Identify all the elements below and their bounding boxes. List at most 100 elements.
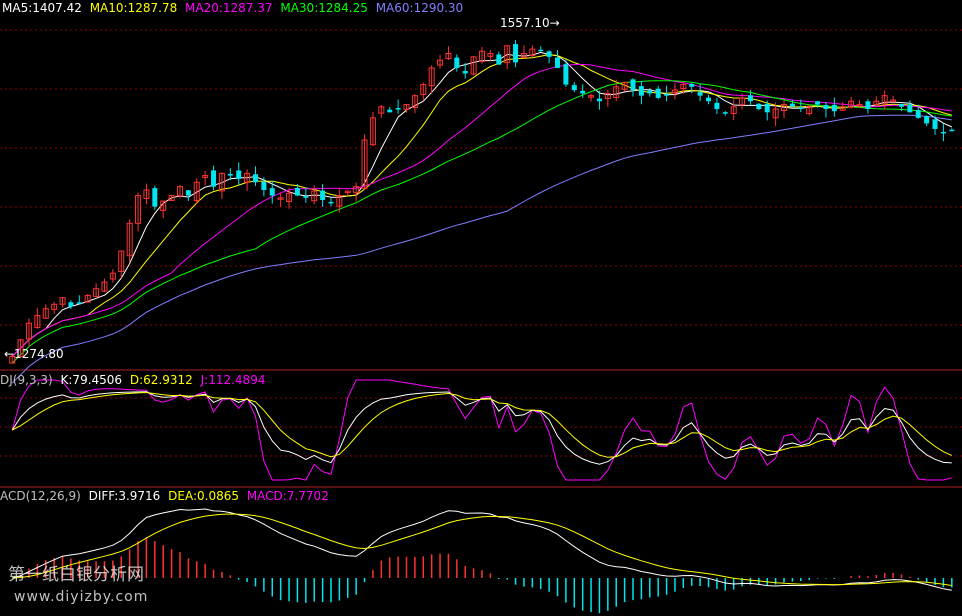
low-price-annotation: ←1274.80 xyxy=(4,347,64,361)
kdj-d-line xyxy=(11,391,953,458)
candle-body-down xyxy=(546,51,552,57)
candle-body-up xyxy=(101,281,108,292)
candle-body-up xyxy=(403,104,410,110)
ma20-label: MA20:1287.37 xyxy=(185,1,273,15)
candle-body-up xyxy=(9,355,16,364)
candle-body-down xyxy=(756,103,762,109)
kdj-k-label: K:79.4506 xyxy=(61,373,123,387)
candle-body-down xyxy=(898,103,904,107)
candle-body-up xyxy=(470,56,477,75)
candle-body-down xyxy=(185,190,191,196)
candle-body-up xyxy=(428,67,435,87)
candle-body-up xyxy=(437,59,444,66)
candle-body-up xyxy=(890,99,897,103)
macd-dea-label: DEA:0.0865 xyxy=(168,489,239,503)
candle-body-up xyxy=(671,89,678,94)
candle-body-up xyxy=(520,53,527,58)
ma10-label: MA10:1287.78 xyxy=(90,1,178,15)
kdj-k-line xyxy=(11,391,952,465)
candle-body-down xyxy=(462,70,468,74)
candle-body-down xyxy=(152,188,158,207)
candle-body-up xyxy=(588,95,595,98)
macd-indicator xyxy=(12,508,953,614)
macd-title: ACD(12,26,9) xyxy=(0,489,81,503)
candle-body-up xyxy=(529,48,536,56)
candle-body-down xyxy=(798,107,804,109)
candle-body-up xyxy=(168,195,175,201)
macd-diff-label: DIFF:3.9716 xyxy=(89,489,161,503)
kdj-j-label: J:112.4894 xyxy=(200,373,266,387)
candle-body-up xyxy=(176,186,183,197)
candle-body-up xyxy=(361,139,368,189)
candle-body-up xyxy=(42,308,49,319)
candle-body-down xyxy=(328,201,334,204)
candle-body-up xyxy=(336,195,343,207)
candle-body-down xyxy=(630,79,636,91)
candle-body-down xyxy=(815,101,821,105)
candle-body-down xyxy=(580,90,586,94)
watermark-url: www.diyizby.com xyxy=(14,589,148,605)
candle-body-down xyxy=(211,170,217,187)
watermark-title: 第一纸白银分析网 xyxy=(8,565,144,585)
kdj-j-line xyxy=(11,379,952,481)
candle-body-down xyxy=(294,187,300,196)
candle-body-down xyxy=(655,88,661,98)
candle-body-up xyxy=(445,53,452,59)
candle-body-up xyxy=(848,100,855,108)
candle-body-up xyxy=(118,250,125,272)
ma5-label: MA5:1407.42 xyxy=(2,1,82,15)
candle-body-down xyxy=(227,173,233,176)
candle-body-up xyxy=(856,104,863,107)
candle-body-down xyxy=(513,44,519,63)
candlesticks xyxy=(9,40,955,364)
candle-body-down xyxy=(697,92,703,96)
candle-body-down xyxy=(823,105,829,109)
kdj-indicator xyxy=(11,379,953,481)
candle-body-down xyxy=(571,85,577,91)
macd-value-label: MACD:7.7702 xyxy=(247,489,329,503)
macd-legend: ACD(12,26,9) DIFF:3.9716 DEA:0.0865 MACD… xyxy=(0,489,329,503)
candle-body-up xyxy=(504,45,511,64)
candle-body-up xyxy=(806,106,813,115)
candle-body-up xyxy=(311,190,318,202)
candle-body-up xyxy=(84,294,91,303)
candle-body-up xyxy=(353,186,360,194)
candle-body-up xyxy=(772,108,779,119)
candle-body-down xyxy=(747,95,753,102)
candle-body-down xyxy=(555,57,561,68)
candle-body-up xyxy=(135,195,142,224)
candle-body-up xyxy=(93,288,100,297)
candle-body-up xyxy=(244,172,251,183)
grid-lines xyxy=(0,29,962,488)
candle-body-up xyxy=(680,84,687,90)
candle-body-down xyxy=(596,98,602,102)
candle-body-up xyxy=(193,181,200,202)
candle-body-down xyxy=(496,54,502,65)
candle-body-down xyxy=(261,181,267,190)
candle-body-down xyxy=(252,174,258,183)
candle-body-up xyxy=(143,189,150,199)
candle-body-down xyxy=(722,112,728,114)
candle-body-down xyxy=(924,116,930,124)
candle-body-down xyxy=(664,93,670,96)
candle-body-up xyxy=(160,200,167,211)
candle-body-down xyxy=(689,83,695,87)
candle-body-up xyxy=(286,192,293,202)
ma10-line xyxy=(11,53,952,357)
candle-body-up xyxy=(59,297,66,305)
candle-body-down xyxy=(865,101,871,109)
candle-body-up xyxy=(369,117,376,146)
candle-body-up xyxy=(487,53,494,57)
candle-body-up xyxy=(881,95,888,105)
candle-body-down xyxy=(395,108,401,110)
candle-body-up xyxy=(781,104,788,112)
candle-body-up xyxy=(739,97,746,106)
candle-body-up xyxy=(378,106,385,114)
candle-body-up xyxy=(202,175,209,178)
candle-body-up xyxy=(25,322,32,340)
candle-body-up xyxy=(730,106,737,115)
candle-body-up xyxy=(479,50,485,62)
candle-body-up xyxy=(218,172,225,192)
candle-body-up xyxy=(873,100,880,106)
